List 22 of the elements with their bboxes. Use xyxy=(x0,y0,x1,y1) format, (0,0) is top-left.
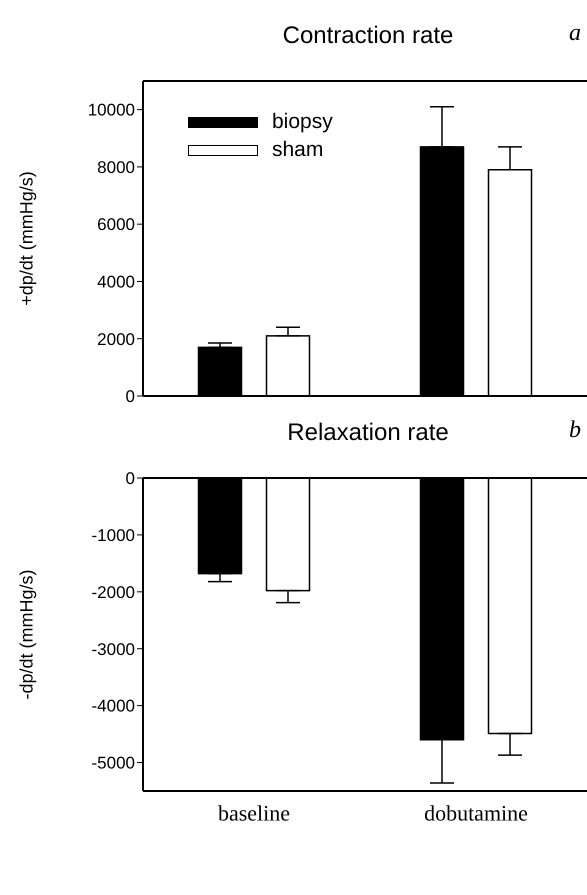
y-tick-label: -3000 xyxy=(92,640,135,659)
y-tick-label: -1000 xyxy=(92,526,135,545)
y-tick-label: 6000 xyxy=(97,215,135,234)
chart-title: Contraction rate xyxy=(282,22,454,49)
y-tick-label: 8000 xyxy=(97,158,135,177)
y-tick-label: 4000 xyxy=(97,272,135,292)
y-tick-label: -4000 xyxy=(92,696,135,716)
chart-title: Relaxation rate xyxy=(287,419,449,446)
y-axis-title: +dp/dt (mmHg/s) xyxy=(16,171,36,306)
legend-label: biopsy xyxy=(272,110,333,134)
text: a xyxy=(569,20,581,47)
legend-label: sham xyxy=(272,138,324,162)
x-tick-label: baseline xyxy=(218,800,290,826)
y-axis-title: -dp/dt (mmHg/s) xyxy=(16,569,36,700)
y-tick-label: -5000 xyxy=(92,754,135,773)
y-tick-label: -2000 xyxy=(92,582,135,602)
text: b xyxy=(569,417,581,444)
y-tick-label: 2000 xyxy=(97,330,135,349)
y-tick-label: 0 xyxy=(126,469,135,488)
y-tick-label: 0 xyxy=(126,387,135,406)
x-tick-label: dobutamine xyxy=(424,800,528,826)
y-tick-label: 10000 xyxy=(88,100,135,120)
